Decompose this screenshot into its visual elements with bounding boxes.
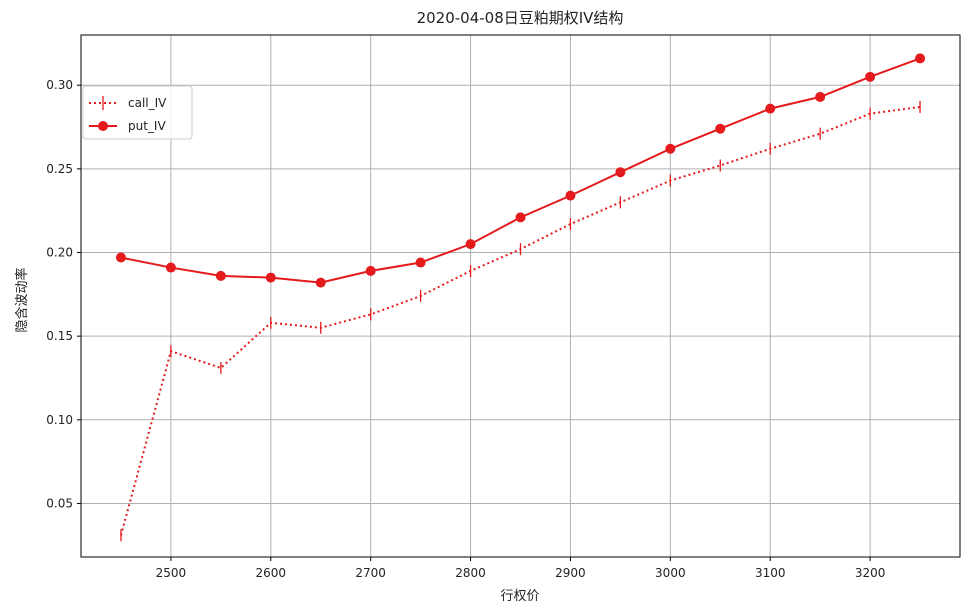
data-point-put_IV [915,53,926,64]
x-tick-label: 2500 [156,566,187,580]
x-tick-label: 2700 [355,566,386,580]
y-tick-label: 0.10 [46,413,73,427]
data-point-put_IV [665,143,676,154]
x-axis-label: 行权价 [500,588,539,604]
x-tick-label: 3100 [755,566,786,580]
x-tick-label: 2800 [455,566,486,580]
data-point-put_IV [465,239,476,250]
data-point-put_IV [115,252,126,263]
data-point-put_IV [765,103,776,114]
legend-call-label: call_IV [128,96,167,110]
data-point-put_IV [615,167,626,178]
legend-put-label: put_IV [128,119,166,133]
y-tick-label: 0.20 [46,246,73,260]
x-tick-label: 3000 [655,566,686,580]
data-point-put_IV [415,257,426,268]
y-axis-label: 隐含波动率 [14,267,30,332]
x-tick-label: 2600 [256,566,287,580]
y-tick-label: 0.30 [46,78,73,92]
axes: 2500 2600 2700 2800 2900 3000 3100 3200 0.05 0.10… [46,34,961,580]
data-point-put_IV [515,212,526,223]
y-tick-label: 0.15 [46,329,73,343]
series-line-call_IV [119,105,921,536]
data-point-put_IV [715,123,726,134]
data-point-put_IV [365,265,376,276]
x-tick-label: 2900 [555,566,586,580]
grid-lines [81,35,960,557]
data-point-put_IV [265,272,276,283]
data-point-put_IV [215,270,226,281]
data-point-put_IV [815,91,826,102]
chart-title: 2020-04-08日豆粕期权IV结构 [417,9,624,27]
data-point-put_IV [165,262,176,273]
y-tick-label: 0.25 [46,162,73,176]
legend-put-marker [98,121,108,131]
data-point-put_IV [315,277,326,288]
y-tick-label: 0.05 [46,496,73,510]
plot-frame [80,34,961,558]
legend: call_IV put_IV [82,85,193,140]
data-point-put_IV [565,190,576,201]
x-tick-label: 3200 [855,566,886,580]
data-point-put_IV [865,71,876,82]
series-layer [115,53,926,542]
